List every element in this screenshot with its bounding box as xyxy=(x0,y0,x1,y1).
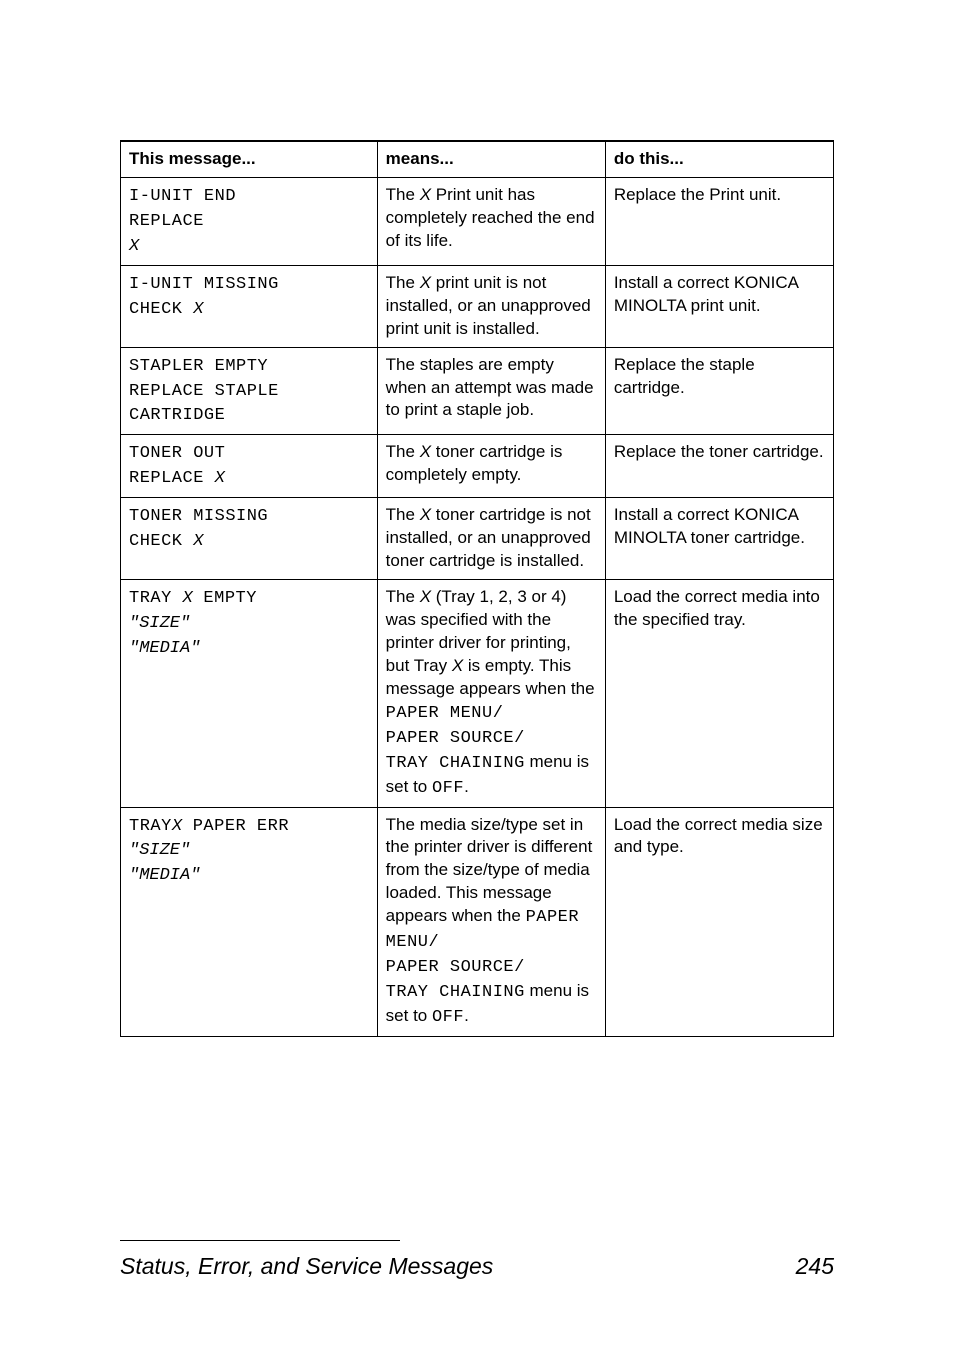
cell-message: TRAYX PAPER ERR"SIZE""MEDIA" xyxy=(121,807,378,1036)
page: This message... means... do this... I-UN… xyxy=(0,0,954,1350)
cell-do: Load the correct media size and type. xyxy=(605,807,833,1036)
table-row: TONER OUTREPLACE XThe X toner cartridge … xyxy=(121,435,834,498)
header-do: do this... xyxy=(605,141,833,177)
cell-do: Replace the staple cartridge. xyxy=(605,347,833,435)
cell-message: TRAY X EMPTY"SIZE""MEDIA" xyxy=(121,580,378,807)
cell-means: The media size/type set in the printer d… xyxy=(377,807,605,1036)
table-row: TRAY X EMPTY"SIZE""MEDIA"The X (Tray 1, … xyxy=(121,580,834,807)
cell-do: Replace the toner cartridge. xyxy=(605,435,833,498)
cell-means: The X toner cartridge is completely empt… xyxy=(377,435,605,498)
cell-message: I-UNIT MISSINGCHECK X xyxy=(121,265,378,347)
footer-page-number: 245 xyxy=(796,1253,834,1280)
table-row: STAPLER EMPTYREPLACE STAPLECARTRIDGEThe … xyxy=(121,347,834,435)
cell-message: TONER OUTREPLACE X xyxy=(121,435,378,498)
cell-message: STAPLER EMPTYREPLACE STAPLECARTRIDGE xyxy=(121,347,378,435)
header-message: This message... xyxy=(121,141,378,177)
cell-means: The X (Tray 1, 2, 3 or 4) was specified … xyxy=(377,580,605,807)
table-row: I-UNIT MISSINGCHECK XThe X print unit is… xyxy=(121,265,834,347)
footer-rule xyxy=(120,1240,400,1241)
cell-message: TONER MISSINGCHECK X xyxy=(121,498,378,580)
cell-do: Install a correct KONICA MINOLTA toner c… xyxy=(605,498,833,580)
table-row: I-UNIT ENDREPLACEXThe X Print unit has c… xyxy=(121,177,834,265)
table-body: I-UNIT ENDREPLACEXThe X Print unit has c… xyxy=(121,177,834,1036)
cell-means: The X Print unit has completely reached … xyxy=(377,177,605,265)
cell-means: The X print unit is not installed, or an… xyxy=(377,265,605,347)
cell-message: I-UNIT ENDREPLACEX xyxy=(121,177,378,265)
table-row: TRAYX PAPER ERR"SIZE""MEDIA"The media si… xyxy=(121,807,834,1036)
header-means: means... xyxy=(377,141,605,177)
messages-table: This message... means... do this... I-UN… xyxy=(120,140,834,1037)
table-header-row: This message... means... do this... xyxy=(121,141,834,177)
cell-means: The staples are empty when an attempt wa… xyxy=(377,347,605,435)
footer-row: Status, Error, and Service Messages 245 xyxy=(120,1253,834,1280)
cell-do: Load the correct media into the specifie… xyxy=(605,580,833,807)
table-row: TONER MISSINGCHECK XThe X toner cartridg… xyxy=(121,498,834,580)
footer-title: Status, Error, and Service Messages xyxy=(120,1253,493,1280)
cell-means: The X toner cartridge is not installed, … xyxy=(377,498,605,580)
cell-do: Install a correct KONICA MINOLTA print u… xyxy=(605,265,833,347)
page-footer: Status, Error, and Service Messages 245 xyxy=(120,1240,834,1280)
cell-do: Replace the Print unit. xyxy=(605,177,833,265)
